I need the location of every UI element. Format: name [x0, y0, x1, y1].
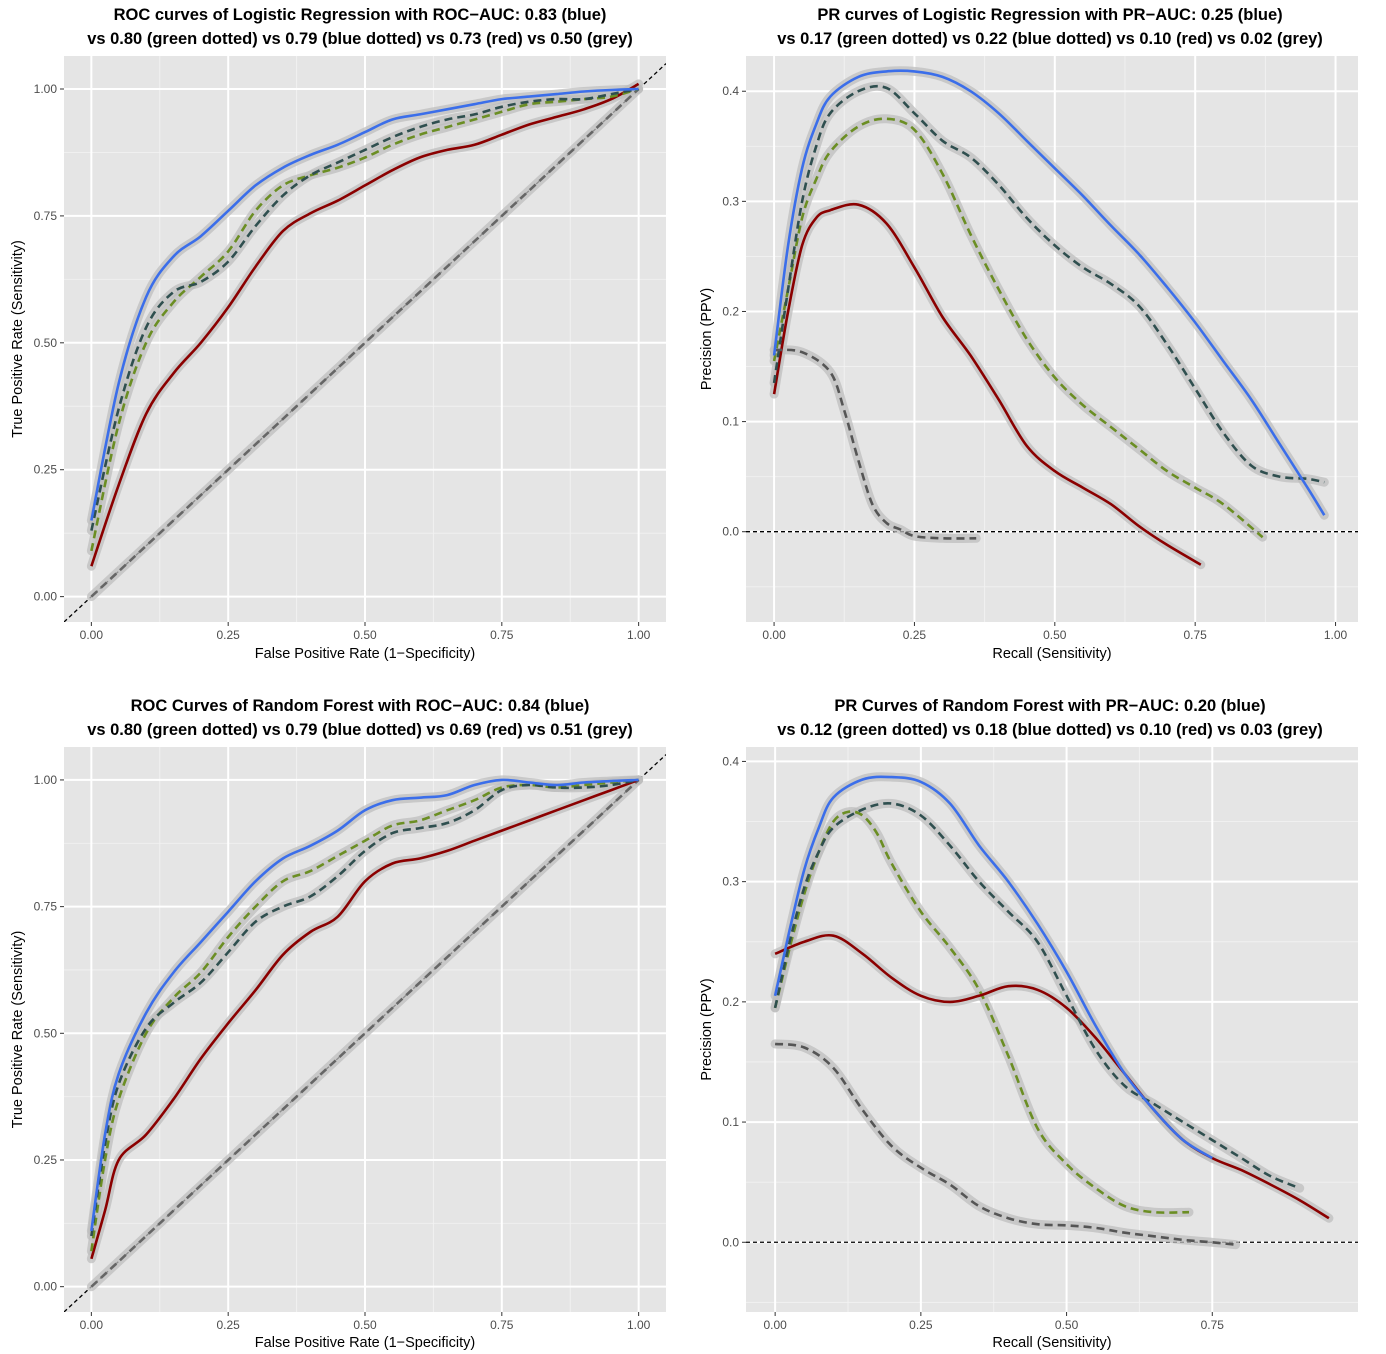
x-tick-label: 0.75 — [490, 628, 514, 642]
chart-title-line-2: vs 0.80 (green dotted) vs 0.79 (blue dot… — [87, 30, 633, 48]
y-tick-label: 0.2 — [722, 995, 739, 1009]
y-tick-label: 0.00 — [34, 1280, 58, 1294]
x-tick-label: 0.75 — [490, 1318, 514, 1332]
x-tick-label: 0.50 — [353, 628, 377, 642]
x-tick-label: 1.00 — [627, 1318, 651, 1332]
chart-panel-1: 0.00 0.25 0.50 0.75 1.00 0.00 0.25 0.50 0.75 1.00… — [10, 6, 666, 662]
y-tick-label: 0.0 — [722, 525, 739, 539]
y-axis-title: Precision (PPV) — [699, 288, 715, 390]
chart-title-line-2: vs 0.12 (green dotted) vs 0.18 (blue dot… — [777, 721, 1323, 739]
x-tick-label: 0.25 — [903, 628, 927, 642]
x-tick-label: 0.00 — [763, 1318, 787, 1332]
y-tick-label: 0.00 — [34, 590, 58, 604]
series-line-5 — [772, 69, 1326, 516]
chart-panel-4: 0.00 0.25 0.50 0.75 0.0 0.1 0.2 0.3 0.4 PR Curves… — [699, 697, 1358, 1351]
x-tick-label: 0.50 — [1043, 628, 1067, 642]
x-tick-label: 0.00 — [80, 1318, 104, 1332]
chart-title-line-1: ROC Curves of Random Forest with ROC−AUC… — [131, 697, 590, 715]
x-tick-label: 0.25 — [217, 1318, 241, 1332]
x-tick-label: 0.25 — [217, 628, 241, 642]
series-line-3 — [90, 87, 639, 552]
y-axis-title: True Positive Rate (Sensitivity) — [10, 240, 26, 438]
series-line-2 — [90, 82, 640, 567]
series-line-3 — [773, 802, 1301, 1190]
x-tick-label: 0.00 — [80, 628, 104, 642]
y-tick-label: 0.75 — [34, 900, 58, 914]
y-tick-label: 0.75 — [34, 209, 58, 223]
chart-title-line-1: ROC curves of Logistic Regression with R… — [114, 6, 607, 24]
y-tick-label: 0.50 — [34, 1026, 58, 1040]
x-axis-title: False Positive Rate (1−Specificity) — [255, 1335, 475, 1351]
chart-title-line-1: PR Curves of Random Forest with PR−AUC: … — [834, 697, 1265, 715]
series-line-1 — [90, 88, 640, 598]
x-tick-label: 0.75 — [1183, 628, 1207, 642]
x-axis-title: Recall (Sensitivity) — [992, 1335, 1111, 1351]
x-tick-label: 1.00 — [627, 628, 651, 642]
y-tick-label: 0.1 — [722, 1115, 739, 1129]
x-tick-label: 0.50 — [1055, 1318, 1079, 1332]
series-line-3 — [772, 84, 1325, 484]
x-axis-title: False Positive Rate (1−Specificity) — [255, 646, 475, 662]
y-tick-label: 0.2 — [722, 304, 739, 318]
x-tick-label: 0.00 — [762, 628, 786, 642]
chart-panel-3: 0.00 0.25 0.50 0.75 1.00 0.00 0.25 0.50 0.75 1.00… — [10, 697, 666, 1351]
y-tick-label: 1.00 — [34, 82, 58, 96]
y-tick-label: 0.3 — [722, 875, 739, 889]
series-line-4 — [90, 87, 639, 531]
y-tick-label: 0.25 — [34, 1153, 58, 1167]
y-axis-title: Precision (PPV) — [699, 978, 715, 1080]
chart-title-line-2: vs 0.80 (green dotted) vs 0.79 (blue dot… — [87, 721, 633, 739]
x-axis-title: Recall (Sensitivity) — [992, 646, 1111, 662]
x-tick-label: 0.50 — [353, 1318, 377, 1332]
chart-panel-2: 0.00 0.25 0.50 0.75 1.00 0.0 0.1 0.2 0.3 0.4 PR cu… — [699, 6, 1358, 662]
plot-area — [746, 772, 1358, 1250]
series-line-5 — [90, 87, 639, 521]
y-tick-label: 0.0 — [722, 1235, 739, 1249]
x-tick-label: 1.00 — [1324, 628, 1348, 642]
series-line-5 — [773, 775, 1213, 1160]
series-line-1 — [90, 778, 640, 1288]
series-line-3 — [90, 778, 639, 1252]
plot-area — [64, 63, 666, 622]
plot-area — [746, 66, 1358, 570]
y-tick-label: 0.1 — [722, 415, 739, 429]
series-line-4 — [773, 348, 977, 540]
chart-title-line-1: PR curves of Logistic Regression with PR… — [817, 6, 1282, 24]
plot-area — [64, 754, 666, 1312]
series-line-4 — [774, 1042, 1236, 1246]
series-line-1 — [772, 202, 1202, 566]
series-line-4 — [90, 778, 639, 1237]
series-line-5 — [90, 778, 639, 1232]
x-tick-label: 0.25 — [909, 1318, 933, 1332]
y-axis-title: True Positive Rate (Sensitivity) — [10, 931, 26, 1129]
y-tick-label: 0.3 — [722, 194, 739, 208]
chart-title-line-2: vs 0.17 (green dotted) vs 0.22 (blue dot… — [777, 30, 1323, 48]
y-tick-label: 0.50 — [34, 336, 58, 350]
y-tick-label: 0.25 — [34, 463, 58, 477]
y-tick-label: 0.4 — [722, 754, 739, 768]
series-line-2 — [772, 117, 1264, 539]
series-line-2 — [774, 933, 1330, 1220]
minor-gridlines — [746, 56, 1358, 622]
y-tick-label: 1.00 — [34, 773, 58, 787]
y-tick-label: 0.4 — [722, 84, 739, 98]
series-line-2 — [90, 778, 640, 1260]
x-tick-label: 0.75 — [1201, 1318, 1225, 1332]
